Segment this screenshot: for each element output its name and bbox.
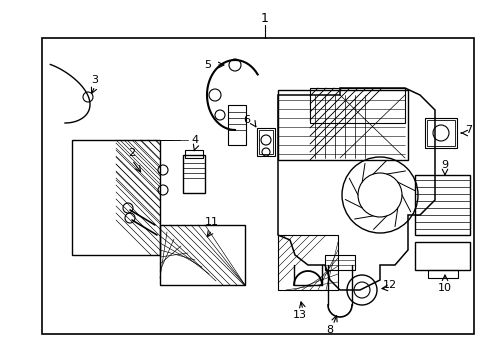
Bar xyxy=(424,118,456,148)
Bar xyxy=(259,130,272,154)
Text: 1: 1 xyxy=(261,12,268,24)
Bar xyxy=(42,38,473,334)
Text: 12: 12 xyxy=(382,280,396,290)
Bar xyxy=(160,225,244,285)
Text: 2: 2 xyxy=(128,148,135,158)
Bar xyxy=(414,175,469,235)
Bar xyxy=(183,155,204,193)
Bar xyxy=(427,270,457,278)
Bar xyxy=(184,150,203,158)
Bar xyxy=(414,242,469,270)
Text: 7: 7 xyxy=(464,125,471,135)
Bar xyxy=(72,140,160,255)
Text: 3: 3 xyxy=(91,75,98,85)
Bar xyxy=(227,105,245,145)
Bar xyxy=(309,88,404,123)
Text: 4: 4 xyxy=(191,135,198,145)
Bar xyxy=(325,255,354,270)
Text: 10: 10 xyxy=(437,283,451,293)
Bar xyxy=(278,235,337,290)
Text: 5: 5 xyxy=(204,60,211,70)
Text: 13: 13 xyxy=(292,310,306,320)
Bar xyxy=(426,120,454,146)
Bar xyxy=(278,90,407,160)
Text: 6: 6 xyxy=(243,115,250,125)
Bar xyxy=(257,128,274,156)
Text: 8: 8 xyxy=(326,325,333,335)
Text: 11: 11 xyxy=(204,217,219,227)
Text: 9: 9 xyxy=(441,160,447,170)
